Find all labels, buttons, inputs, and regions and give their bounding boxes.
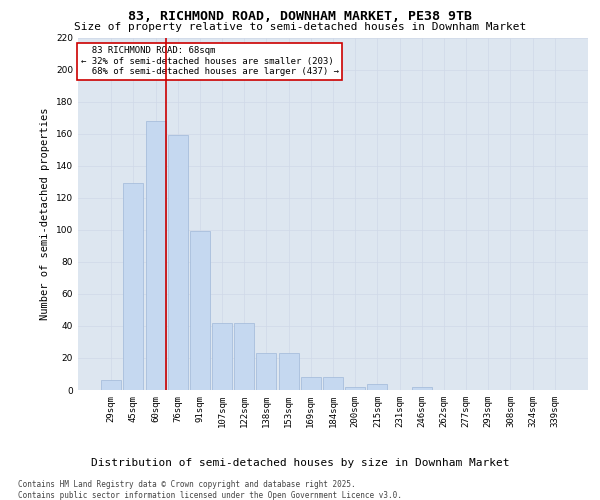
Bar	[168, 135, 188, 390]
Bar	[323, 377, 343, 390]
Bar	[234, 322, 254, 390]
Y-axis label: Number of semi-detached properties: Number of semi-detached properties	[40, 108, 50, 320]
Bar	[301, 377, 321, 390]
Bar	[101, 380, 121, 390]
Bar	[367, 384, 388, 390]
Text: Contains HM Land Registry data © Crown copyright and database right 2025.
Contai: Contains HM Land Registry data © Crown c…	[18, 480, 402, 500]
Bar	[256, 353, 277, 390]
Text: Size of property relative to semi-detached houses in Downham Market: Size of property relative to semi-detach…	[74, 22, 526, 32]
Bar	[212, 322, 232, 390]
Bar	[412, 387, 432, 390]
Bar	[278, 353, 299, 390]
Text: Distribution of semi-detached houses by size in Downham Market: Distribution of semi-detached houses by …	[91, 458, 509, 468]
Text: 83 RICHMOND ROAD: 68sqm
← 32% of semi-detached houses are smaller (203)
  68% of: 83 RICHMOND ROAD: 68sqm ← 32% of semi-de…	[80, 46, 338, 76]
Bar	[124, 184, 143, 390]
Text: 83, RICHMOND ROAD, DOWNHAM MARKET, PE38 9TB: 83, RICHMOND ROAD, DOWNHAM MARKET, PE38 …	[128, 10, 472, 23]
Bar	[190, 232, 210, 390]
Bar	[146, 121, 166, 390]
Bar	[345, 387, 365, 390]
